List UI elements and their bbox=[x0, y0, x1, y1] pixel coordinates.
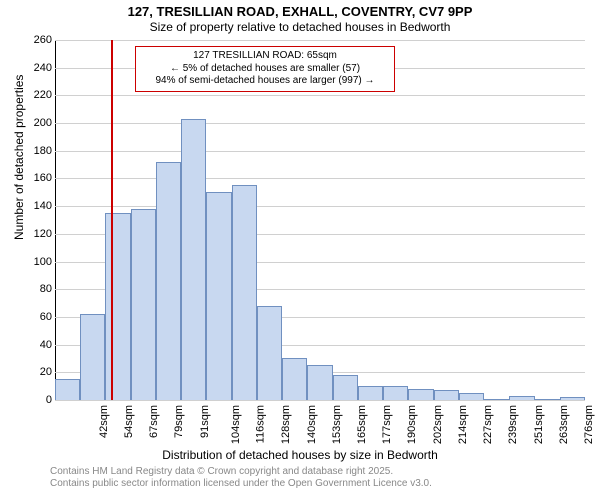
histogram-bar bbox=[257, 306, 282, 400]
footer-line-2: Contains public sector information licen… bbox=[50, 478, 432, 490]
y-tick-label: 200 bbox=[22, 117, 52, 129]
y-tick-label: 100 bbox=[22, 256, 52, 268]
x-tick-label: 202sqm bbox=[432, 405, 444, 444]
x-tick-label: 153sqm bbox=[331, 405, 343, 444]
histogram-bar bbox=[181, 119, 206, 400]
y-tick-label: 260 bbox=[22, 34, 52, 46]
x-tick-label: 214sqm bbox=[457, 405, 469, 444]
grid-line bbox=[55, 123, 585, 124]
x-tick-label: 165sqm bbox=[356, 405, 368, 444]
y-tick-label: 240 bbox=[22, 62, 52, 74]
y-tick-label: 160 bbox=[22, 172, 52, 184]
x-tick-label: 251sqm bbox=[533, 405, 545, 444]
histogram-bar bbox=[535, 399, 560, 400]
histogram-bar bbox=[131, 209, 156, 400]
x-tick-label: 140sqm bbox=[306, 405, 318, 444]
x-tick-label: 116sqm bbox=[254, 405, 266, 443]
y-tick-label: 40 bbox=[22, 339, 52, 351]
y-axis-line bbox=[55, 40, 56, 400]
histogram-bar bbox=[333, 375, 358, 400]
histogram-bar bbox=[434, 390, 459, 400]
histogram-bar bbox=[307, 365, 332, 400]
marker-line bbox=[111, 40, 113, 400]
y-tick-label: 180 bbox=[22, 145, 52, 157]
x-axis-label: Distribution of detached houses by size … bbox=[0, 448, 600, 462]
histogram-bar bbox=[232, 185, 257, 400]
grid-line bbox=[55, 400, 585, 401]
annotation-line: 94% of semi-detached houses are larger (… bbox=[141, 75, 389, 88]
x-tick-label: 91sqm bbox=[199, 405, 211, 438]
y-tick-label: 60 bbox=[22, 311, 52, 323]
y-tick-label: 20 bbox=[22, 366, 52, 378]
histogram-bar bbox=[206, 192, 231, 400]
chart-subtitle: Size of property relative to detached ho… bbox=[0, 20, 600, 34]
histogram-bar bbox=[383, 386, 408, 400]
x-tick-label: 128sqm bbox=[280, 405, 292, 444]
histogram-bar bbox=[282, 358, 307, 400]
y-tick-label: 120 bbox=[22, 228, 52, 240]
annotation-line: ← 5% of detached houses are smaller (57) bbox=[141, 63, 389, 76]
x-tick-label: 276sqm bbox=[583, 405, 595, 444]
grid-line bbox=[55, 95, 585, 96]
histogram-bar bbox=[80, 314, 105, 400]
x-tick-label: 104sqm bbox=[230, 405, 242, 444]
x-tick-label: 54sqm bbox=[123, 405, 135, 438]
x-tick-label: 67sqm bbox=[148, 405, 160, 438]
histogram-bar bbox=[408, 389, 433, 400]
histogram-bar bbox=[156, 162, 181, 400]
histogram-bar bbox=[560, 397, 585, 400]
annotation-box: 127 TRESILLIAN ROAD: 65sqm← 5% of detach… bbox=[135, 46, 395, 92]
grid-line bbox=[55, 206, 585, 207]
histogram-bar bbox=[105, 213, 130, 400]
x-tick-label: 79sqm bbox=[173, 405, 185, 438]
histogram-bar bbox=[358, 386, 383, 400]
grid-line bbox=[55, 40, 585, 41]
grid-line bbox=[55, 151, 585, 152]
x-tick-label: 263sqm bbox=[558, 405, 570, 444]
footer-attribution: Contains HM Land Registry data © Crown c… bbox=[50, 466, 432, 490]
x-tick-label: 177sqm bbox=[381, 405, 393, 444]
y-tick-label: 220 bbox=[22, 89, 52, 101]
x-tick-label: 190sqm bbox=[407, 405, 419, 444]
annotation-line: 127 TRESILLIAN ROAD: 65sqm bbox=[141, 50, 389, 63]
histogram-bar bbox=[509, 396, 534, 400]
histogram-bar bbox=[484, 399, 509, 400]
x-tick-label: 42sqm bbox=[98, 405, 110, 438]
footer-line-1: Contains HM Land Registry data © Crown c… bbox=[50, 466, 432, 478]
x-tick-label: 239sqm bbox=[508, 405, 520, 444]
y-tick-label: 80 bbox=[22, 283, 52, 295]
plot-area: 02040608010012014016018020022024026042sq… bbox=[55, 40, 585, 400]
y-tick-label: 140 bbox=[22, 200, 52, 212]
histogram-bar bbox=[55, 379, 80, 400]
x-tick-label: 227sqm bbox=[482, 405, 494, 444]
histogram-bar bbox=[459, 393, 484, 400]
y-tick-label: 0 bbox=[22, 394, 52, 406]
chart-title: 127, TRESILLIAN ROAD, EXHALL, COVENTRY, … bbox=[0, 4, 600, 19]
grid-line bbox=[55, 178, 585, 179]
